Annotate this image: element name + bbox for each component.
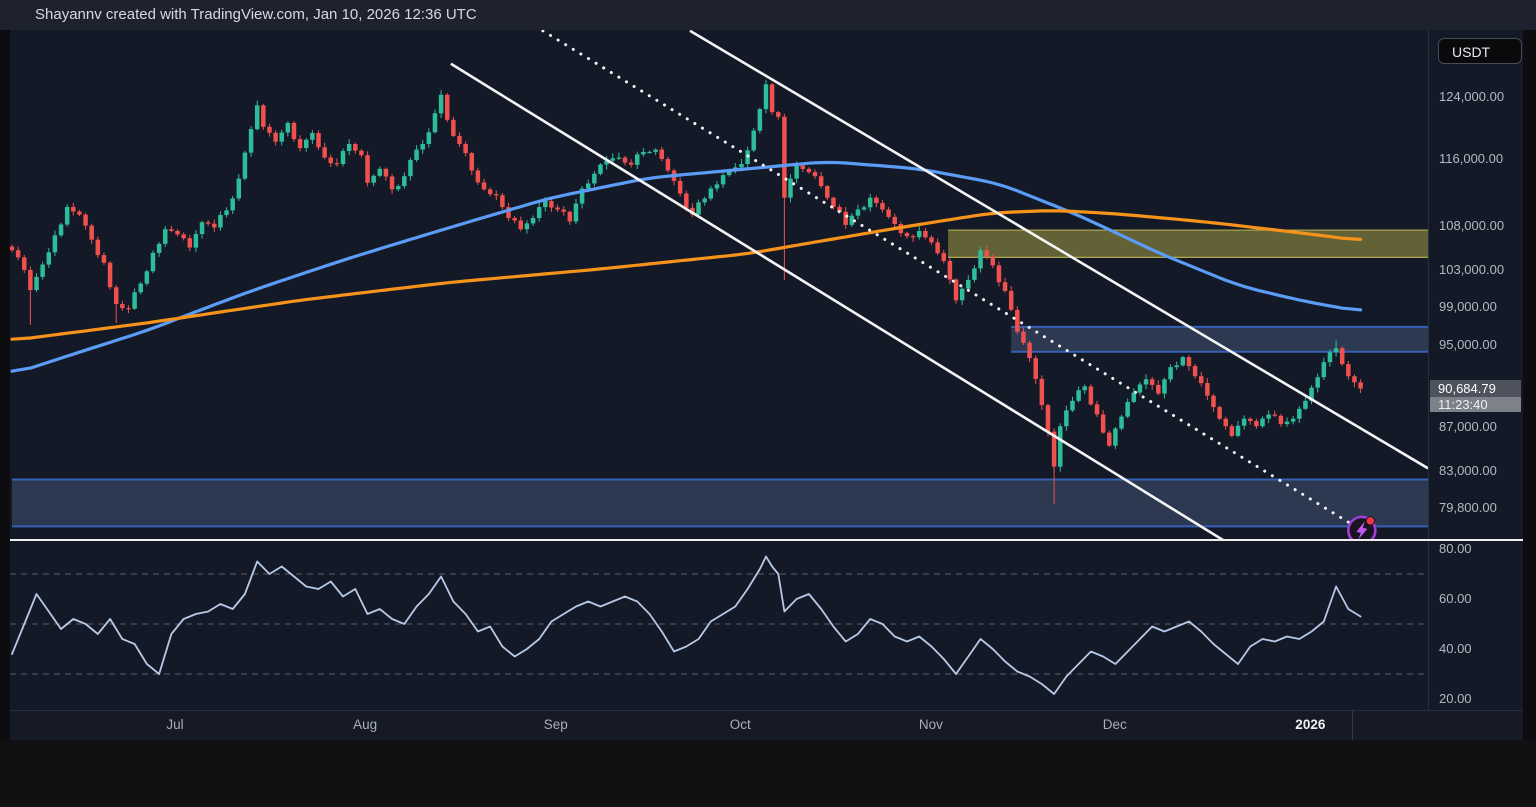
rsi-series-line[interactable] — [11, 555, 1362, 695]
price-tick-label: 108,000.00 — [1439, 217, 1505, 233]
pane-separator-line[interactable] — [10, 539, 1523, 541]
last-price-label: 90,684.79 — [1430, 380, 1521, 398]
currency-toggle-button[interactable]: USDT — [1438, 38, 1522, 64]
price-axis[interactable]: USDT 90,684.79 11:23:40 124,000.00 116,00… — [1428, 30, 1523, 710]
resistance-zone-blue[interactable] — [1011, 325, 1428, 353]
supply-zone-khaki[interactable] — [948, 229, 1428, 258]
rsi-tick-label: 40.00 — [1439, 641, 1472, 656]
price-tick-label: 103,000.00 — [1439, 261, 1505, 277]
marker-alert-dot — [1365, 516, 1376, 526]
time-axis-label-dec: Dec — [1102, 717, 1127, 732]
price-tick-label: 124,000.00 — [1439, 89, 1505, 104]
price-tick-label: 79,800.00 — [1439, 499, 1497, 515]
fast-ma-line[interactable] — [10, 160, 1363, 373]
channel-outer-line[interactable] — [689, 30, 1428, 470]
support-zone-blue[interactable] — [12, 478, 1428, 528]
time-axis-label-jul: Jul — [166, 717, 184, 732]
rsi-pane[interactable] — [10, 542, 1428, 710]
last-price-badge: 90,684.79 11:23:40 — [1430, 380, 1521, 413]
rsi-tick-label: 80.00 — [1439, 541, 1472, 556]
footer-bar: TradingView — [0, 740, 1536, 807]
price-tick-label: 87,000.00 — [1439, 419, 1497, 435]
bar-countdown-label: 11:23:40 — [1430, 397, 1521, 413]
slow-ma-line[interactable] — [10, 209, 1363, 341]
time-axis-label-2026: 2026 — [1295, 717, 1326, 732]
time-axis-label-oct: Oct — [729, 717, 751, 732]
time-axis-label-nov: Nov — [918, 717, 943, 732]
projection-dotted-line[interactable] — [541, 30, 1364, 532]
chart-plot[interactable] — [10, 30, 1428, 740]
attribution-text: Shayannv created with TradingView.com, J… — [35, 6, 477, 23]
price-tick-label: 99,000.00 — [1439, 298, 1497, 314]
lightning-icon — [1356, 521, 1368, 540]
candles-layer[interactable] — [10, 79, 1363, 505]
rsi-tick-label: 60.00 — [1439, 591, 1472, 606]
lightning-marker[interactable] — [1347, 515, 1377, 541]
header-bar: Shayannv created with TradingView.com, J… — [0, 0, 1536, 30]
zones-layer[interactable] — [12, 229, 1428, 528]
time-axis-divider — [1352, 711, 1353, 740]
time-axis-label-sep: Sep — [543, 717, 568, 732]
price-tick-label: 116,000.00 — [1439, 151, 1504, 167]
price-tick-label: 83,000.00 — [1439, 463, 1497, 479]
rsi-tick-label: 20.00 — [1439, 691, 1472, 706]
channel-upper-line[interactable] — [450, 62, 1230, 541]
chart-area[interactable]: USDT 90,684.79 11:23:40 124,000.00 116,00… — [10, 30, 1523, 740]
price-pane[interactable] — [10, 30, 1428, 541]
time-axis-label-aug: Aug — [353, 717, 378, 732]
price-tick-label: 95,000.00 — [1439, 337, 1497, 353]
time-axis[interactable]: Jul Aug Sep Oct Nov Dec 2026 — [10, 710, 1523, 740]
